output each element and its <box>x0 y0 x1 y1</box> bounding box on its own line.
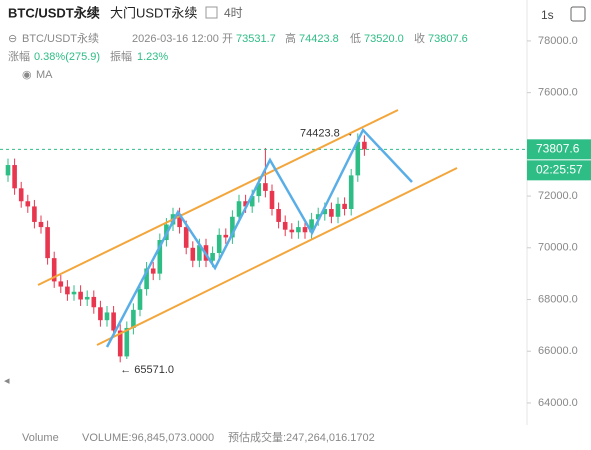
candle-body <box>223 234 229 238</box>
candle-body <box>329 209 334 217</box>
candle-body <box>104 312 110 321</box>
candle-body <box>18 188 24 202</box>
candle-body <box>117 330 123 357</box>
amp-value: 1.23% <box>137 51 168 63</box>
candle-body <box>98 307 103 321</box>
amp-label: 振幅 <box>110 49 132 63</box>
candle-body <box>362 141 367 150</box>
channel-upper <box>37 109 399 286</box>
y-tick-label: 70000.0 <box>538 242 578 254</box>
close-value: 73807.6 <box>428 33 468 45</box>
candle-body <box>342 203 347 210</box>
candle-body <box>249 196 255 207</box>
change-label: 涨幅 <box>8 50 30 63</box>
low-label: 低 <box>350 32 361 45</box>
y-tick-label: 72000.0 <box>538 190 578 202</box>
last-price-box <box>527 139 591 160</box>
candle-body <box>197 245 202 261</box>
candle-body <box>12 165 17 189</box>
candle-body <box>210 252 215 261</box>
candle-body <box>190 247 196 261</box>
symbol[interactable]: BTC/USDT永续 <box>8 5 100 20</box>
candle-body <box>177 214 182 228</box>
candle-body <box>32 206 37 222</box>
candle-body <box>25 201 31 207</box>
channel-lower <box>96 167 458 346</box>
candle-body <box>65 286 70 295</box>
y-tick-label: 78000.0 <box>538 35 578 47</box>
low-value: 73520.0 <box>364 33 404 45</box>
candle-body <box>263 183 268 191</box>
candle-body <box>183 227 189 248</box>
volume-label: Volume <box>22 432 59 444</box>
candle-body <box>296 227 301 233</box>
volume-value: VOLUME:96,845,073.0000 <box>82 432 214 444</box>
candle-body <box>289 229 295 233</box>
change-value: 0.38%(275.9) <box>34 51 100 63</box>
candle-body <box>71 291 77 295</box>
ma-label[interactable]: MA <box>36 69 53 81</box>
last-price-label: 73807.6 <box>536 142 580 156</box>
candle-body <box>144 268 149 290</box>
candle-body <box>243 201 248 207</box>
close-label: 收 <box>414 31 425 45</box>
candle-body <box>58 281 64 287</box>
countdown-label: 02:25:57 <box>536 163 583 177</box>
volume-estimate: 预估成交量:247,264,016.1702 <box>228 430 375 444</box>
candle-body <box>256 183 262 197</box>
countdown-box <box>527 160 591 181</box>
candle-body <box>282 221 288 230</box>
candle-body <box>276 209 281 222</box>
eye-icon[interactable]: ◉ <box>22 69 32 81</box>
high-label: 高 <box>285 31 296 45</box>
edit-icon[interactable] <box>205 6 218 19</box>
open-label: 开 <box>222 33 233 45</box>
candle-body <box>84 296 90 300</box>
candle-body <box>111 312 116 331</box>
y-tick-label: 66000.0 <box>538 345 578 357</box>
y-tick-label: 64000.0 <box>538 397 578 409</box>
y-tick-label: 76000.0 <box>538 87 578 99</box>
candle-body <box>131 309 136 328</box>
candle-body <box>91 296 97 308</box>
info-symbol: BTC/USDT永续 <box>22 31 99 45</box>
candle-body <box>124 327 130 357</box>
candle-body <box>137 289 143 310</box>
price-annotation: ← 65571.0 <box>120 364 174 376</box>
plot-area: 64000.066000.068000.070000.072000.074000… <box>0 35 591 409</box>
info-time: 2026-03-16 12:00 <box>132 33 219 45</box>
side-handle[interactable]: ◂ <box>4 375 10 387</box>
candle-body <box>150 268 156 274</box>
open-value: 73531.7 <box>236 33 276 45</box>
subtitle: 大门USDT永续 <box>110 5 197 20</box>
candle-body <box>236 201 242 217</box>
candle-body <box>38 221 44 228</box>
candle-body <box>45 227 50 259</box>
candle-body <box>157 240 163 274</box>
candle-body <box>5 165 11 176</box>
candle-body <box>322 209 328 215</box>
layout-button[interactable] <box>570 6 586 22</box>
candle-body <box>315 214 321 220</box>
candle-body <box>355 141 361 176</box>
candle-body <box>216 234 222 253</box>
candle-body <box>348 175 354 210</box>
candle-body <box>78 291 83 300</box>
zigzag-drawing <box>105 127 413 348</box>
candle-body <box>335 203 341 217</box>
high-value: 74423.8 <box>299 33 339 45</box>
collapse-icon[interactable]: ⊖ <box>8 33 17 45</box>
candle-body <box>230 216 235 238</box>
candle-body <box>269 190 275 210</box>
speed[interactable]: 1s <box>541 8 554 22</box>
candle-body <box>309 219 314 233</box>
candle-body <box>51 258 57 282</box>
interval[interactable]: 4时 <box>224 6 243 20</box>
price-annotation: 74423.8 → <box>300 127 354 139</box>
candle-body <box>302 227 308 233</box>
y-tick-label: 68000.0 <box>538 293 578 305</box>
